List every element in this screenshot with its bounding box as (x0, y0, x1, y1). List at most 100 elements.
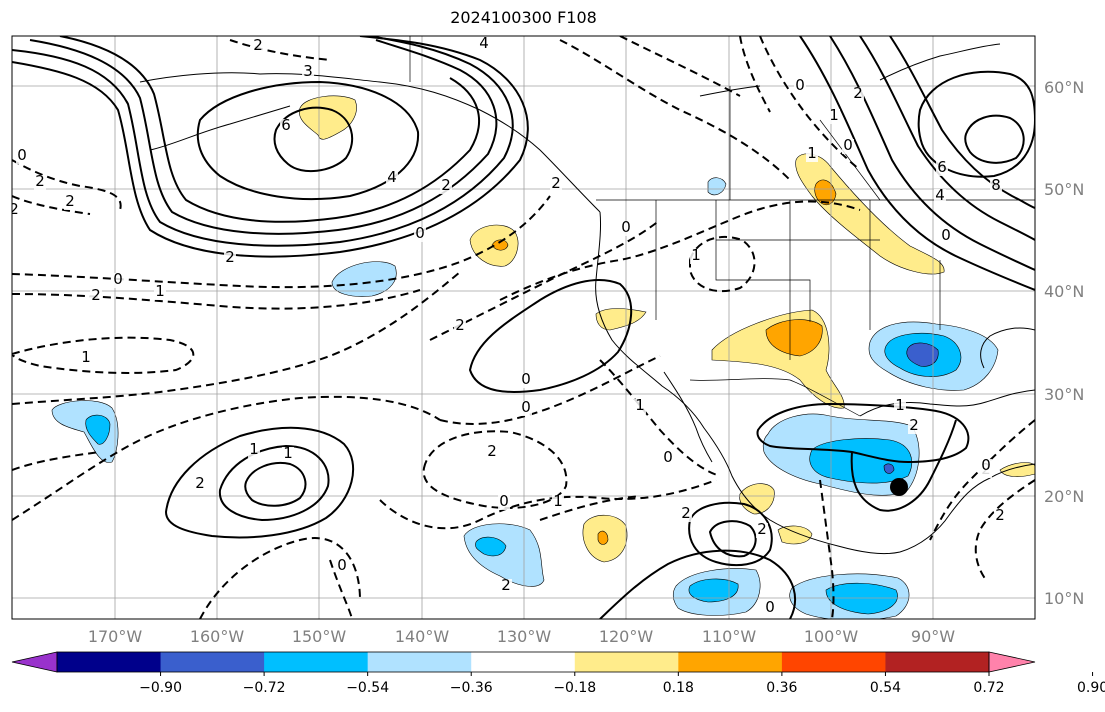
contour-label: 4 (935, 186, 945, 204)
contour-label-bg (64, 195, 76, 210)
contour-label: 2 (909, 416, 919, 434)
contour-label-bg (224, 251, 236, 266)
contour-label: 1 (829, 106, 839, 124)
contour-label-bg (252, 39, 264, 54)
colorbar-extend-low (11, 651, 58, 673)
colorbar-segment (367, 652, 472, 672)
contour-label: 6 (281, 116, 291, 134)
contour-label-bg (690, 249, 702, 264)
contour-mexico-low (756, 402, 970, 464)
contour-label-bg (16, 149, 28, 164)
negative-anomaly-pacific-north (331, 261, 397, 297)
contour-label: 0 (765, 598, 775, 616)
contour-canada-low (917, 70, 1035, 178)
contour-label-bg (842, 139, 854, 154)
colorbar-tick-label: −0.18 (553, 680, 596, 696)
contour-label-bg (248, 443, 260, 458)
contour-label-bg (12, 203, 20, 218)
contour-low-inner-4 (196, 80, 420, 201)
colorbar-tick-label: 0.90 (1077, 680, 1105, 696)
contour-label: 2 (253, 36, 263, 54)
contour-label-bg (894, 399, 906, 414)
colorbar-tick-label: −0.72 (243, 680, 286, 696)
contour-label-bg (498, 495, 510, 510)
contour-label: 2 (195, 474, 205, 492)
map-frame (11, 35, 1036, 620)
lon-label: 140°W (395, 627, 450, 646)
contour-label: 2 (65, 192, 75, 210)
lon-label: 110°W (702, 627, 757, 646)
contour-label: 0 (499, 492, 509, 510)
contour-label: 1 (691, 246, 701, 264)
contour-label: 1 (635, 396, 645, 414)
contour-label: 0 (337, 556, 347, 574)
contour-label-bg (440, 179, 452, 194)
contour-us-minus2 (689, 235, 756, 293)
contour-label-bg (90, 289, 102, 304)
colorbar-segment (264, 652, 369, 672)
contour-label: 0 (521, 398, 531, 416)
lat-label: 20°N (1044, 487, 1084, 506)
contour-label-bg (634, 399, 646, 414)
positive-anomaly-alaska (299, 95, 357, 140)
contour-label: 1 (553, 492, 563, 510)
contour-hawaii-high (164, 426, 354, 539)
contour-label: 2 (487, 442, 497, 460)
colorbar-tick-label: 0.18 (663, 680, 694, 696)
contour-label: 2 (441, 176, 451, 194)
political-borders (409, 36, 1035, 417)
longitude-labels: 170°W 160°W 150°W 140°W 130°W 120°W 110°… (88, 627, 955, 646)
west-coast (595, 211, 901, 555)
contour-label-bg (478, 37, 490, 52)
colorbar-tick-label: −0.90 (139, 680, 182, 696)
map-title: 2024100300 F108 (450, 8, 597, 27)
contour-label: 2 (681, 504, 691, 522)
lat-label: 10°N (1044, 589, 1084, 608)
contour-pacific-low (688, 501, 773, 567)
positive-anomaly-california (595, 308, 647, 331)
contour-label: 2 (91, 286, 101, 304)
baja-coast (663, 371, 713, 463)
contour-label-bg (852, 87, 864, 102)
colorbar-segment (678, 652, 783, 672)
contour-label-bg (486, 445, 498, 460)
contour-label-bg (154, 285, 166, 300)
lon-label: 120°W (599, 627, 654, 646)
lat-label: 50°N (1044, 180, 1084, 199)
contour-label: 2 (501, 576, 511, 594)
contour-label-bg (806, 147, 818, 162)
contour-label: 2 (853, 84, 863, 102)
dashed-contours (12, 36, 1035, 619)
contour-label: 1 (155, 282, 165, 300)
contour-label-bg (414, 227, 426, 242)
contour-label-bg (552, 495, 564, 510)
contour-label-bg (662, 451, 674, 466)
contour-label: 0 (621, 218, 631, 236)
colorbar-tick-label: 0.36 (766, 680, 797, 696)
contour-label: 2 (225, 248, 235, 266)
contour-label-bg (934, 189, 946, 204)
contour-label: 2 (757, 520, 767, 538)
contour-label: 0 (795, 76, 805, 94)
colorbar-tick-label: −0.36 (450, 680, 493, 696)
contour-label: 2 (455, 316, 465, 334)
contour-label: 1 (895, 396, 905, 414)
contour-label: 2 (35, 172, 45, 190)
contour-label-bg (756, 523, 768, 538)
contour-label-bg (828, 109, 840, 124)
contour-label-bg (620, 221, 632, 236)
contour-label: 0 (521, 370, 531, 388)
lat-label: 40°N (1044, 282, 1084, 301)
graticule (12, 36, 1035, 619)
contour-label-bg (936, 161, 948, 176)
contour-label-bg (794, 79, 806, 94)
contour-label-bg (680, 507, 692, 522)
contour-low-inner-6 (273, 106, 354, 173)
contour-label: 2 (551, 174, 561, 192)
contour-label-bg (908, 419, 920, 434)
gulf-coast (859, 389, 1035, 417)
colorbar-segment (57, 652, 162, 672)
colorbar: −0.90 −0.72 −0.54 −0.36 −0.18 0.18 0.36 0.54 0.7… (11, 651, 1105, 696)
contour-label-bg (194, 477, 206, 492)
